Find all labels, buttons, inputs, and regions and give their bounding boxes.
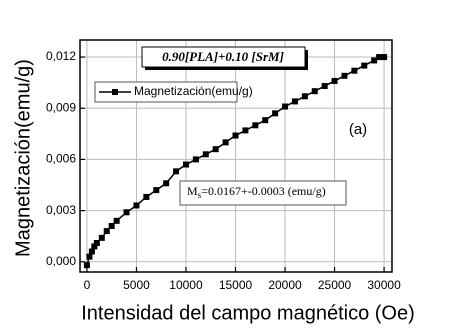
data-point [182, 161, 189, 168]
x-tick-label: 5000 [123, 278, 150, 292]
data-point [252, 122, 259, 129]
sample-label: 0.90[PLA]+0.10 [SrM] [162, 49, 284, 64]
y-tick-label: 0,009 [46, 100, 76, 114]
legend-label: Magnetización(emu/g) [134, 84, 253, 98]
x-tick-label: 15000 [219, 278, 253, 292]
y-tick-label: 0,006 [46, 152, 76, 166]
y-axis-label: Magnetización(emu/g) [12, 59, 34, 257]
data-point [108, 222, 115, 229]
x-tick-label: 20000 [268, 278, 302, 292]
data-point [321, 83, 328, 90]
data-point [88, 248, 95, 255]
data-point [291, 98, 298, 105]
data-point [376, 54, 383, 61]
data-point [202, 151, 209, 158]
y-tick-label: 0,012 [46, 49, 76, 63]
ms-symbol: M [187, 184, 198, 198]
data-point [163, 180, 170, 187]
data-point [98, 234, 105, 241]
panel-label: (a) [349, 121, 367, 138]
data-point [222, 139, 229, 146]
data-point [103, 228, 110, 235]
ms-value: =0.0167+-0.0003 (emu/g) [201, 184, 326, 198]
data-point [133, 202, 140, 209]
x-tick-label: 0 [84, 278, 91, 292]
plot-frame [79, 39, 393, 273]
ms-subscript: s [198, 190, 202, 200]
data-point [242, 127, 249, 134]
data-point [143, 193, 150, 200]
data-point [351, 67, 358, 74]
data-point [331, 77, 338, 84]
ms-box [179, 180, 347, 206]
data-point [93, 240, 100, 246]
data-point [341, 72, 348, 79]
data-point [91, 243, 98, 250]
legend-marker [112, 89, 118, 95]
data-point [262, 117, 269, 124]
data-point [361, 62, 368, 69]
data-point [301, 93, 308, 100]
data-point [192, 156, 199, 163]
data-point [123, 209, 130, 216]
data-point [113, 217, 120, 224]
data-point [371, 57, 378, 64]
x-tick-label: 25000 [318, 278, 352, 292]
x-tick-label: 10000 [169, 278, 203, 292]
data-point [232, 132, 239, 139]
data-point [282, 103, 289, 110]
ms-annotation: Ms=0.0167+-0.0003 (emu/g) [187, 184, 326, 200]
y-tick-label: 0,003 [46, 203, 76, 217]
data-point [173, 168, 180, 175]
legend-box [94, 81, 238, 103]
data-point [153, 187, 160, 194]
x-tick-label: 30000 [367, 278, 401, 292]
data-point [86, 253, 93, 260]
x-axis-label: Intensidad del campo magnético (Oe) [81, 302, 415, 324]
data-point [212, 146, 219, 153]
data-point [83, 262, 90, 269]
y-tick-label: 0,000 [46, 254, 76, 268]
data-point [381, 54, 388, 61]
annotation-box [141, 46, 306, 68]
data-point [272, 110, 279, 117]
data-point [311, 88, 318, 95]
